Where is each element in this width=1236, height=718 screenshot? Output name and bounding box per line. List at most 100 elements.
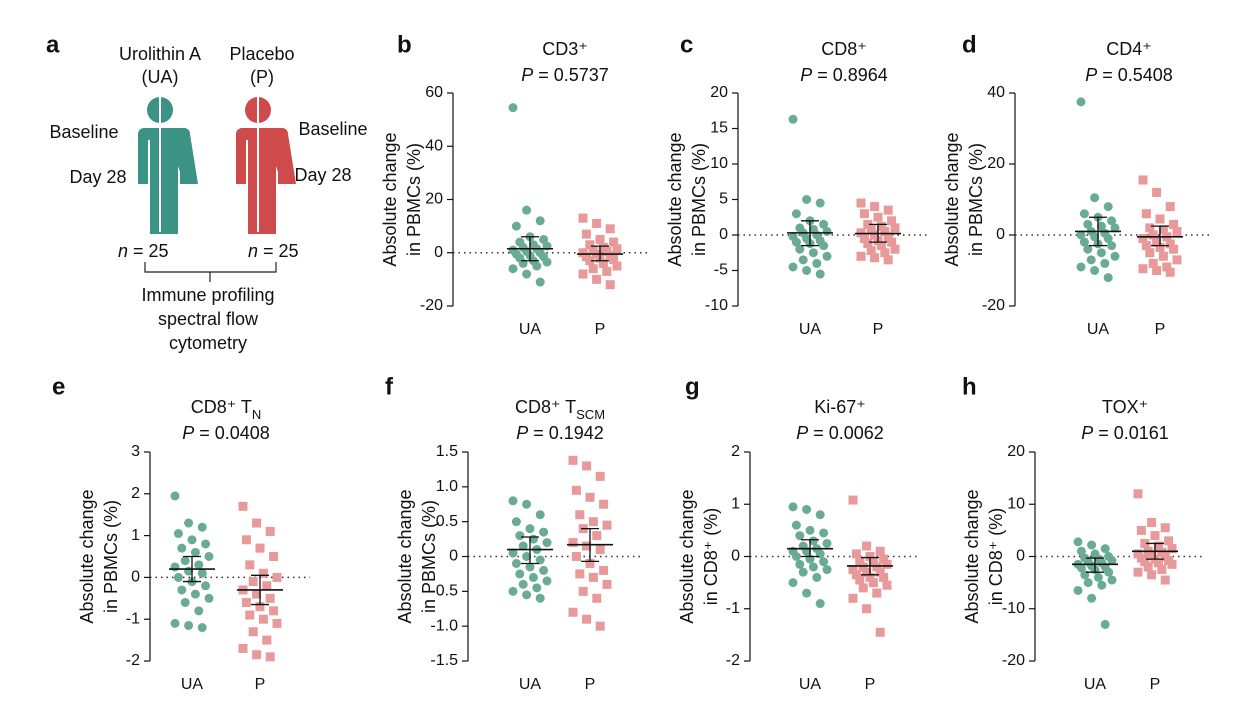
chart-subtitle: P = 0.0161	[1081, 423, 1169, 443]
y-tick-label: -20	[982, 297, 1005, 314]
data-point	[1147, 518, 1157, 528]
y-tick-label: 0.5	[436, 513, 458, 530]
data-point	[194, 560, 204, 570]
chart-title: CD3⁺	[542, 39, 588, 59]
data-point	[819, 557, 829, 567]
data-point	[588, 517, 598, 527]
data-point	[1164, 536, 1174, 546]
timepoint: Baseline	[49, 122, 118, 142]
data-point	[856, 198, 866, 208]
data-point	[1086, 255, 1096, 265]
data-point	[859, 234, 869, 244]
data-point	[599, 565, 609, 575]
panel-letter: g	[685, 373, 700, 400]
data-point	[201, 539, 211, 549]
data-point	[808, 248, 818, 258]
data-point	[879, 572, 889, 582]
data-point	[875, 546, 885, 556]
data-point	[177, 585, 187, 595]
data-point	[602, 579, 612, 589]
data-point	[1152, 237, 1162, 247]
data-point	[819, 219, 829, 229]
data-point	[595, 621, 605, 631]
data-point	[1148, 258, 1158, 268]
data-point	[602, 266, 612, 276]
x-tick-label: UA	[1087, 321, 1110, 338]
stat-symbol: P	[516, 423, 528, 443]
x-tick-label: P	[255, 676, 266, 693]
data-point	[184, 620, 194, 630]
x-tick-label: UA	[1084, 676, 1107, 693]
data-point	[1162, 262, 1172, 272]
y-axis-label: in PBMCs (%)	[101, 500, 121, 613]
data-point	[592, 531, 602, 541]
data-point	[265, 526, 275, 536]
data-point	[822, 538, 832, 548]
data-point	[575, 510, 585, 520]
data-point	[890, 244, 900, 254]
data-point	[1141, 241, 1151, 251]
data-point	[865, 572, 875, 582]
group-name: Urolithin A	[119, 44, 201, 64]
x-tick-label: P	[595, 321, 606, 338]
data-point	[578, 269, 588, 279]
data-point	[1110, 251, 1120, 261]
data-point	[582, 541, 592, 551]
data-point	[855, 575, 865, 585]
stat-symbol: P	[521, 65, 533, 85]
data-point	[588, 264, 598, 274]
title-main: CD8⁺ T	[515, 397, 576, 417]
data-point	[522, 590, 532, 600]
y-tick-label: 10	[710, 155, 728, 172]
data-point	[880, 226, 890, 236]
data-point	[187, 535, 197, 545]
data-point	[522, 499, 532, 509]
chart-title: CD4⁺	[1106, 39, 1152, 59]
data-point	[595, 471, 605, 481]
data-point	[812, 572, 822, 582]
data-point	[1133, 489, 1143, 499]
data-point	[815, 269, 825, 279]
data-point	[595, 234, 605, 244]
y-tick-label: 1	[731, 495, 740, 512]
data-point	[795, 559, 805, 569]
n-label: n = 25	[118, 241, 169, 261]
panel-letter: d	[962, 31, 977, 58]
y-axis-label: in CD8⁺ (%)	[986, 508, 1006, 606]
data-point	[1153, 558, 1163, 568]
data-point	[190, 547, 200, 557]
chart-subtitle: P = 0.0062	[796, 423, 884, 443]
data-point	[508, 496, 518, 506]
data-point	[599, 499, 609, 509]
data-point	[798, 567, 808, 577]
data-point	[588, 572, 598, 582]
y-tick-label: 0	[434, 244, 443, 261]
data-point	[609, 237, 619, 247]
data-point	[578, 213, 588, 223]
title-sub: SCM	[576, 407, 605, 422]
y-axis-label: in PBMCs (%)	[966, 143, 986, 256]
output-line: Immune profiling	[141, 285, 274, 305]
chart-subtitle: P = 0.0408	[182, 423, 270, 443]
data-point	[184, 518, 194, 528]
x-tick-label: UA	[181, 676, 204, 693]
x-tick-label: P	[873, 321, 884, 338]
data-point	[269, 552, 279, 561]
n-text: = 25	[128, 241, 169, 261]
data-point	[177, 543, 187, 553]
data-point	[571, 485, 581, 495]
y-tick-label: -0.5	[430, 583, 458, 600]
panel-a: a Urolithin A (UA) Placebo (P) Baseline …	[46, 31, 368, 352]
stat-text: = 0.5737	[533, 65, 609, 85]
data-point	[204, 552, 214, 561]
bracket	[144, 262, 277, 282]
data-point	[1169, 219, 1179, 229]
x-tick-label: P	[865, 676, 876, 693]
chart-title: Ki-67⁺	[814, 397, 866, 417]
y-tick-label: 3	[131, 443, 140, 460]
data-point	[532, 583, 542, 593]
data-point	[592, 274, 602, 284]
data-point	[1145, 248, 1155, 258]
data-point	[819, 528, 829, 538]
data-point	[791, 552, 801, 561]
